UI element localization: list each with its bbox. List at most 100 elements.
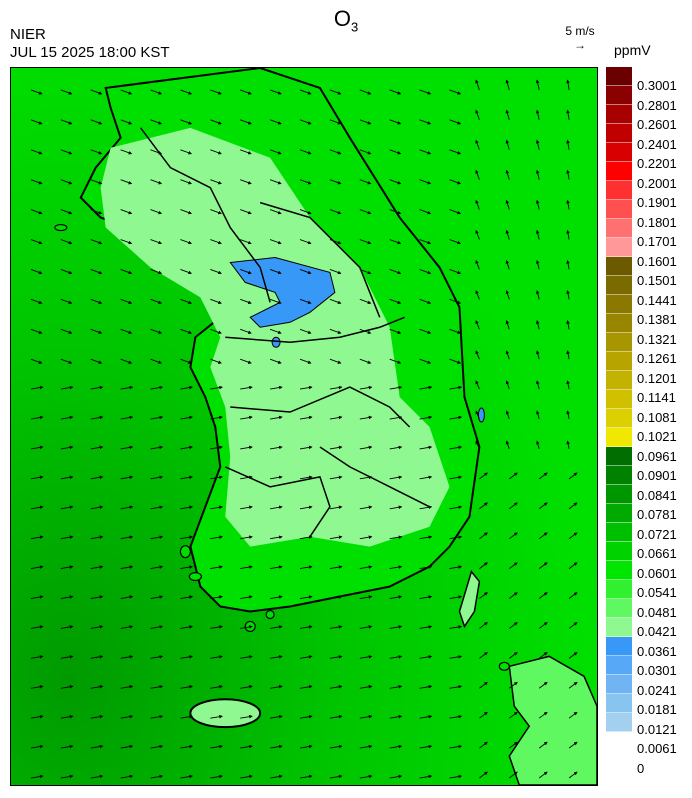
wind-vector — [180, 179, 192, 185]
wind-vector — [210, 714, 223, 719]
wind-vector — [60, 655, 74, 659]
wind-vector — [60, 714, 74, 719]
wind-vector — [210, 179, 222, 185]
wind-vector — [240, 684, 253, 689]
wind-vector — [389, 89, 402, 95]
wind-vector — [475, 169, 480, 180]
wind-vector — [269, 239, 282, 245]
legend-label: 0.1381 — [637, 312, 677, 327]
wind-vector — [299, 149, 312, 155]
chart-title: O3 — [333, 6, 359, 35]
wind-vector — [120, 684, 134, 689]
wind-vector — [210, 385, 223, 390]
wind-vector — [568, 562, 578, 569]
wind-vector — [270, 475, 283, 480]
wind-vector — [120, 475, 134, 480]
wind-vector — [538, 622, 548, 629]
wind-vector — [536, 320, 540, 330]
wind-vector — [30, 505, 44, 510]
wind-vector — [240, 358, 252, 364]
wind-vector — [535, 199, 540, 210]
wind-vector — [180, 565, 193, 570]
wind-vector — [329, 179, 342, 185]
wind-vector — [150, 655, 164, 659]
legend-label: 0.2401 — [637, 136, 677, 152]
wind-vector — [30, 684, 44, 689]
wind-vector — [566, 199, 570, 210]
wind-vector — [568, 711, 578, 719]
legend-swatch — [606, 523, 632, 542]
wind-vector — [419, 445, 433, 450]
wind-vector — [479, 681, 488, 689]
wind-vector — [240, 535, 253, 540]
wind-reference: 5 m/s → — [556, 24, 604, 52]
wind-vector — [299, 89, 312, 95]
wind-vector — [419, 625, 433, 629]
wind-vector — [240, 595, 253, 599]
agency-label: NIER JUL 15 2025 18:00 KST — [10, 26, 170, 62]
wind-vector — [150, 298, 163, 305]
wind-vector — [538, 502, 548, 510]
wind-vector — [389, 119, 402, 125]
wind-vector — [419, 179, 432, 185]
wind-vector — [210, 505, 223, 510]
wind-vector — [359, 774, 373, 779]
wind-vector — [90, 358, 103, 364]
wind-vector — [389, 625, 403, 629]
wind-vector — [240, 415, 253, 420]
wind-vector — [150, 595, 164, 599]
wind-vector — [210, 445, 223, 450]
wind-vector — [535, 79, 540, 91]
wind-vector — [30, 89, 43, 95]
legend-swatch — [606, 162, 632, 181]
wind-vector — [329, 358, 342, 364]
wind-vector — [449, 595, 463, 599]
wind-vector — [329, 684, 343, 689]
wind-vector — [329, 535, 343, 540]
wind-vector — [359, 714, 373, 719]
wind-vector — [150, 535, 164, 540]
wind-vector — [509, 532, 518, 540]
wind-vector — [269, 269, 282, 275]
wind-vector — [449, 625, 463, 629]
wind-vector — [505, 440, 510, 450]
wind-vector — [475, 109, 480, 121]
wind-vector — [210, 269, 222, 275]
wind-vector — [509, 472, 518, 480]
wind-vector — [329, 625, 343, 629]
wind-vector — [150, 209, 163, 215]
legend-swatch — [606, 276, 632, 295]
wind-vector — [120, 655, 134, 659]
wind-vector — [389, 209, 402, 215]
wind-vector — [30, 565, 44, 570]
wind-vector — [240, 625, 253, 629]
wind-vector — [60, 328, 73, 334]
wind-vector — [60, 774, 74, 779]
wind-vector — [30, 328, 43, 334]
wind-vector — [419, 565, 433, 570]
wind-vector — [479, 502, 488, 510]
forecast-timestamp: JUL 15 2025 18:00 KST — [10, 44, 170, 61]
wind-vector — [389, 475, 403, 480]
wind-vector — [568, 771, 578, 779]
legend-swatch — [606, 314, 632, 333]
legend-swatch — [606, 181, 632, 200]
wind-vector — [120, 415, 134, 420]
legend-label: 0.1601 — [637, 253, 677, 269]
wind-vector — [566, 259, 570, 270]
legend-label: 0.0121 — [637, 721, 677, 737]
wind-vector — [270, 684, 283, 689]
wind-vector — [568, 622, 578, 629]
wind-vector — [269, 149, 282, 155]
wind-vector — [90, 684, 104, 689]
legend-label: 0.1321 — [637, 331, 677, 347]
wind-vector — [150, 774, 164, 779]
wind-vector — [240, 714, 253, 719]
wind-vector — [509, 652, 518, 659]
wind-reference-arrow: → — [574, 38, 586, 52]
wind-vector — [120, 625, 134, 629]
wind-vector — [270, 595, 283, 599]
legend-label: 0.1701 — [637, 234, 677, 249]
wind-vector — [449, 684, 463, 689]
wind-vector — [120, 714, 134, 719]
